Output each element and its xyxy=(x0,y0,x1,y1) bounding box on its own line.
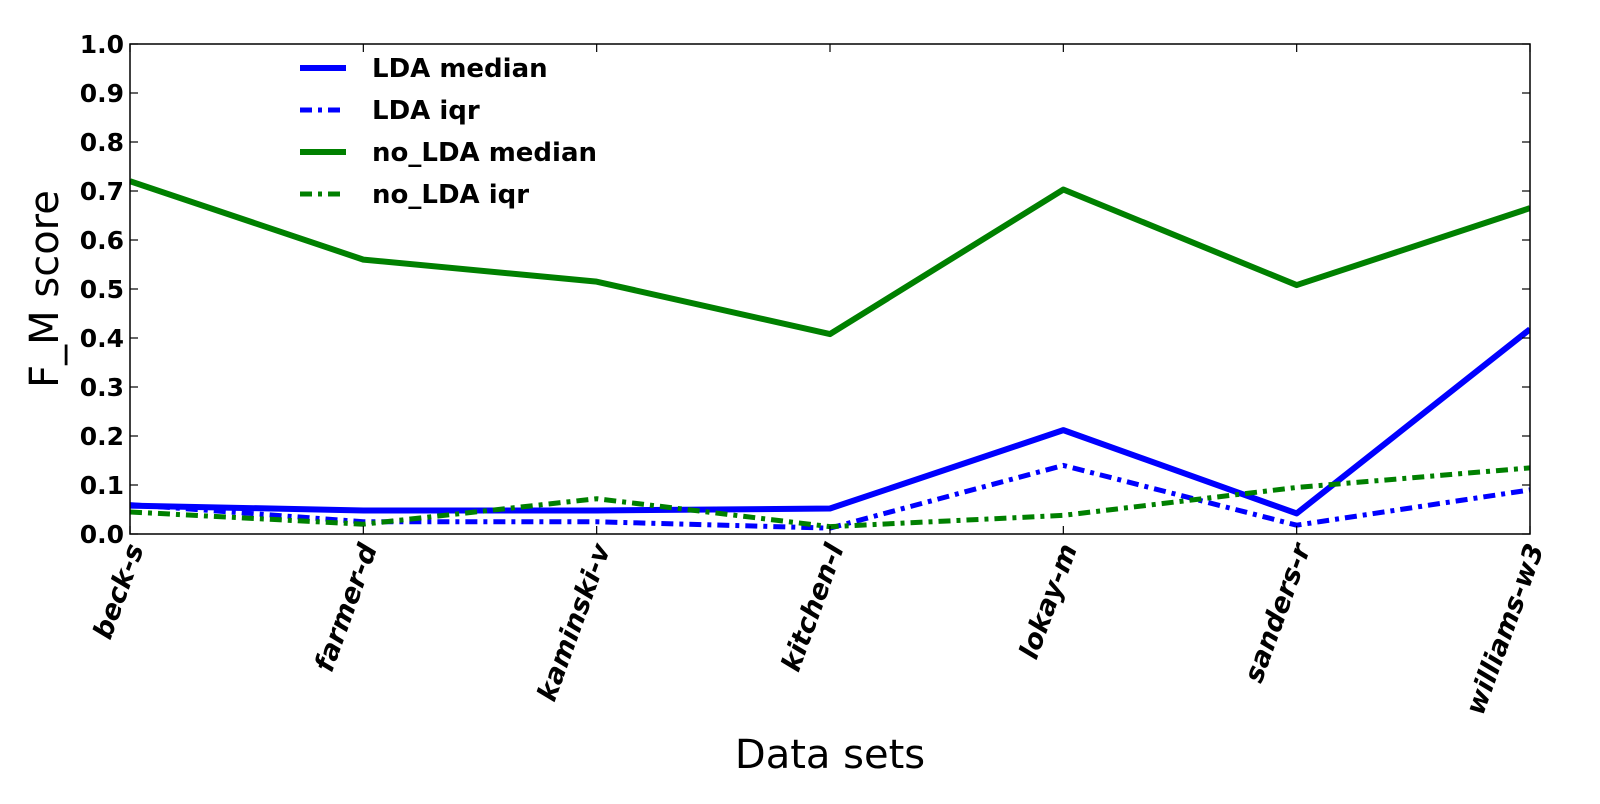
x-tick-label: kaminski-v xyxy=(532,538,618,705)
x-axis-title: Data sets xyxy=(735,732,925,778)
y-tick-labels: 0.0 0.1 0.2 0.3 0.4 0.5 0.6 0.7 0.8 0.9 1.0 xyxy=(80,30,124,549)
legend: LDA median LDA iqr no_LDA median no_LDA iqr xyxy=(300,54,597,210)
y-tick-label: 0.8 xyxy=(80,128,124,157)
y-tick-label: 0.5 xyxy=(80,275,124,304)
y-tick-label: 0.7 xyxy=(80,177,124,206)
y-tick-label: 0.9 xyxy=(80,79,124,108)
legend-label-0: LDA median xyxy=(372,54,548,84)
plot-frame xyxy=(129,43,1531,535)
legend-label-3: no_LDA iqr xyxy=(372,180,529,210)
x-tick-label: williams-w3 xyxy=(1460,540,1550,719)
x-tick-label: sanders-r xyxy=(1238,538,1317,686)
y-tick-label: 0.3 xyxy=(80,373,124,402)
legend-label-2: no_LDA median xyxy=(372,138,597,168)
x-tick-labels: beck-s farmer-d kaminski-v kitchen-l lokay-m… xyxy=(88,538,1551,719)
y-tick-label: 0.0 xyxy=(80,520,124,549)
y-axis-title: F_M score xyxy=(22,190,68,388)
legend-label-1: LDA iqr xyxy=(372,96,480,126)
x-tick-label: farmer-d xyxy=(309,539,384,676)
series-layer xyxy=(130,178,1530,531)
y-tick-label: 0.6 xyxy=(80,226,124,255)
x-tick-label: lokay-m xyxy=(1014,540,1084,663)
series-line-2 xyxy=(130,178,1530,338)
tick-layer xyxy=(129,43,1531,535)
y-tick-label: 1.0 xyxy=(80,30,124,59)
y-tick-label: 0.2 xyxy=(80,422,124,451)
series-line-0 xyxy=(130,326,1530,517)
y-tick-label: 0.4 xyxy=(80,324,124,353)
x-tick-label: beck-s xyxy=(88,540,151,644)
y-tick-label: 0.1 xyxy=(80,471,124,500)
x-tick-label: kitchen-l xyxy=(776,539,851,676)
